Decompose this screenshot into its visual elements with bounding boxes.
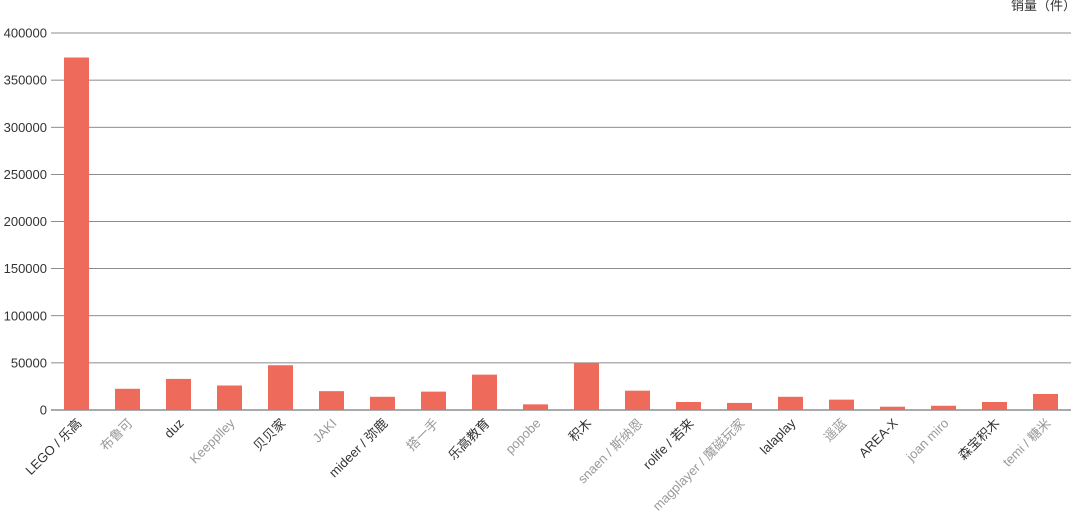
x-tick-label: LEGO / 乐高 [22,416,84,478]
bars [64,57,1058,410]
bar [370,396,395,410]
bar [982,401,1007,410]
bar [217,385,242,410]
x-tick-label: 森宝积木 [955,416,1002,463]
bar [166,378,191,410]
bar [115,388,140,410]
bar [319,391,344,410]
bar [472,374,497,410]
x-tick-label: 遥蓝 [821,416,850,445]
bar [64,57,89,410]
bar [778,396,803,410]
grid-lines [51,32,1071,411]
bar [421,391,446,410]
bar [1033,393,1058,410]
y-tick-label: 150000 [4,261,47,276]
y-tick-label: 300000 [4,120,47,135]
x-tick-label: 贝贝家 [250,416,288,454]
y-tick-label: 50000 [11,355,47,370]
x-tick-label: 搭一手 [403,416,441,454]
x-tick-label: popobe [502,416,543,457]
x-tick-label: temi / 糖米 [1000,416,1054,470]
x-tick-label: Keepplley [187,415,238,466]
bar [625,390,650,410]
bar [523,404,548,410]
x-tick-label: JAKI [310,416,340,446]
y-tick-label: 400000 [4,26,47,41]
bar [931,405,956,410]
bar [268,365,293,410]
x-tick-label: 积木 [566,416,595,445]
x-tick-label: duz [161,416,186,441]
y-tick-label: 250000 [4,167,47,182]
bar [829,399,854,410]
y-tick-label: 100000 [4,308,47,323]
x-tick-label: magplayer / 魔磁玩家 [650,416,748,514]
x-tick-label: AREA-X [856,415,901,460]
y-axis: 0 50000 100000 150000 200000 250000 300000 3500… [4,26,47,418]
y-tick-label: 200000 [4,214,47,229]
x-tick-label: lalaplay [757,415,799,457]
bar [676,401,701,410]
y-tick-label: 350000 [4,73,47,88]
x-tick-label: 乐高教育 [445,416,492,463]
y-axis-unit-label: 销量（件） [1011,0,1076,13]
bar [727,402,752,410]
x-tick-label: joan miro [902,416,951,465]
bar [574,362,599,410]
y-tick-label: 0 [40,403,47,418]
x-tick-label: 布鲁可 [97,416,135,454]
bar [880,406,905,410]
